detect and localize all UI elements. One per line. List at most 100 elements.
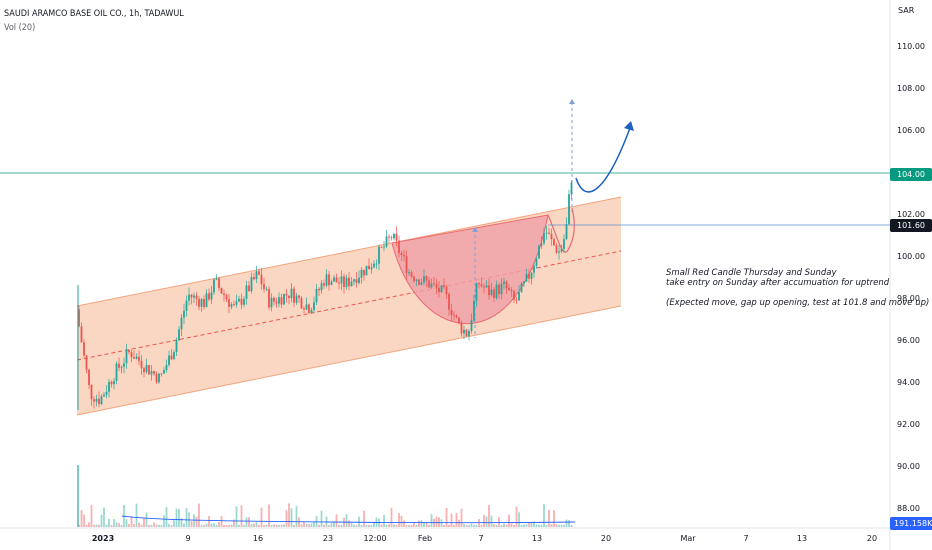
candle (98, 391, 100, 408)
symbol-title[interactable]: SAUDI ARAMCO BASE OIL CO., 1h, TADAWUL (4, 9, 184, 19)
volume-bar (520, 524, 523, 527)
price-tick: 94.00 (897, 378, 920, 387)
volume-bar (560, 524, 563, 527)
time-tick: 23 (322, 534, 334, 543)
volume-bar (428, 524, 430, 527)
candle (278, 292, 280, 308)
candle (403, 249, 405, 262)
volume-bar (360, 524, 363, 527)
volume-bar (333, 522, 335, 527)
volume-bar (283, 524, 285, 527)
candle (93, 395, 95, 409)
volume-bar (370, 524, 373, 527)
volume-bar (368, 524, 370, 527)
candle (390, 235, 393, 241)
volume-bar (298, 517, 300, 527)
volume-bar (508, 514, 510, 527)
candle (545, 225, 548, 240)
volume-bar (430, 514, 433, 527)
candle (470, 313, 473, 334)
trade-note-line-1: Small Red Candle Thursday and Sunday (666, 268, 837, 278)
volume-bar (570, 524, 573, 527)
candle (510, 287, 513, 298)
candle (103, 392, 105, 397)
candle (173, 349, 175, 360)
price-tick: 90.00 (897, 462, 920, 471)
candle (155, 371, 158, 384)
volume-indicator-label[interactable]: Vol (20) (4, 23, 36, 33)
candle (503, 277, 505, 290)
candle (108, 378, 110, 398)
volume-bar (323, 524, 325, 527)
volume-bar (223, 524, 225, 527)
candle (460, 320, 463, 337)
candle (95, 394, 98, 407)
volume-bar (168, 523, 170, 527)
volume-bar (135, 503, 138, 527)
volume-bar (303, 521, 305, 527)
candle (113, 377, 115, 390)
volume-bar (110, 524, 113, 527)
currency-label: SAR (898, 6, 915, 15)
candle (433, 276, 435, 287)
candles (77, 180, 573, 410)
candle (158, 372, 160, 384)
candle (323, 279, 325, 289)
volume-bar (103, 507, 105, 527)
volume-bar (160, 524, 163, 527)
volume-bar (345, 514, 348, 527)
volume-bar (450, 513, 453, 527)
volume-bar (163, 515, 165, 527)
volume-bar (453, 524, 455, 527)
candle (558, 244, 560, 260)
candle (143, 367, 145, 378)
volume-bar (77, 465, 79, 527)
volume-bar (295, 506, 298, 527)
candle (523, 281, 525, 287)
candle (175, 337, 178, 357)
volume-bar (218, 522, 220, 527)
volume-bar (268, 504, 270, 527)
candle (130, 349, 133, 363)
volume-bar (185, 508, 188, 527)
candle (438, 281, 440, 298)
candle (215, 274, 218, 281)
volume-bar (130, 516, 133, 527)
candle (463, 325, 465, 340)
candle (318, 287, 320, 297)
volume-bar (380, 524, 383, 527)
candle (518, 285, 520, 301)
chart-legend: SAUDI ARAMCO BASE OIL CO., 1h, TADAWUL V… (4, 7, 184, 35)
volume-bar (318, 524, 320, 527)
volume-bar (245, 517, 248, 527)
volume-bar (258, 524, 260, 527)
volume-bar (473, 524, 475, 527)
candle (515, 296, 518, 304)
price-tick: 102.00 (897, 210, 925, 219)
candle (243, 296, 245, 308)
price-tick: 100.00 (897, 252, 925, 261)
trade-note[interactable]: Small Red Candle Thursday and Sunday tak… (666, 268, 929, 308)
candle (450, 303, 453, 322)
volume-bar (178, 509, 180, 527)
time-tick: 20 (600, 534, 612, 543)
time-tick: 13 (796, 534, 808, 543)
volume-bar (165, 507, 168, 527)
volume-bar (455, 513, 458, 527)
volume-bar (513, 524, 515, 527)
candle (315, 283, 318, 305)
volume-bar (120, 524, 123, 527)
candle (395, 226, 398, 247)
projection-arrowhead (624, 121, 634, 131)
volume-bar (490, 515, 493, 527)
volume-ma-line (121, 515, 576, 524)
candle (370, 263, 373, 274)
volume-bar (468, 525, 470, 527)
volume-bar (420, 520, 423, 527)
price-tick: 98.00 (897, 294, 920, 303)
volume-bar (413, 522, 415, 527)
candle (238, 295, 240, 303)
candle (385, 229, 388, 249)
time-tick: 2023 (91, 534, 115, 543)
